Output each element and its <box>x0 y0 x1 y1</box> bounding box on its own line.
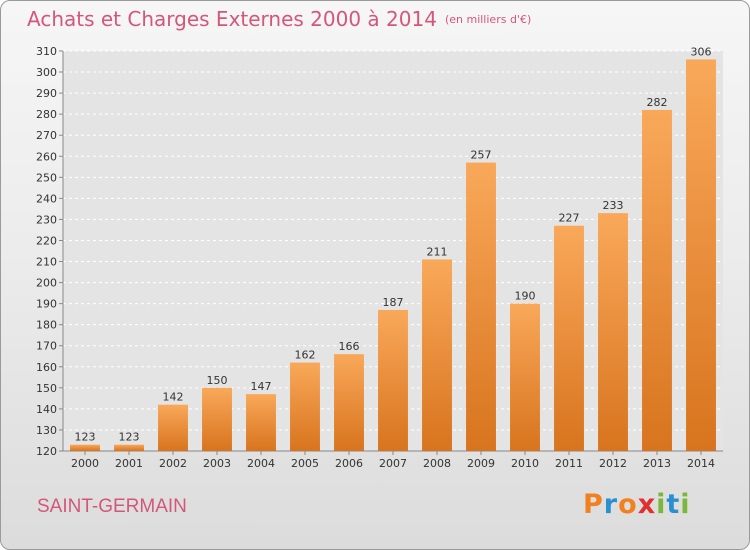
x-tick-label: 2000 <box>71 457 99 470</box>
x-tick-label: 2001 <box>115 457 143 470</box>
y-tick-label: 210 <box>36 256 57 269</box>
data-label: 123 <box>75 431 96 444</box>
y-tick-label: 180 <box>36 319 57 332</box>
x-tick-label: 2008 <box>423 457 451 470</box>
y-tick-label: 240 <box>36 192 57 205</box>
logo-letter: r <box>603 489 619 520</box>
y-tick-label: 260 <box>36 150 57 163</box>
y-tick-label: 310 <box>36 45 57 58</box>
bar <box>686 59 716 451</box>
y-tick-label: 150 <box>36 382 57 395</box>
commune-name: SAINT-GERMAIN <box>37 496 187 517</box>
y-tick-label: 250 <box>36 171 57 184</box>
data-label: 187 <box>383 296 404 309</box>
bar <box>158 404 188 451</box>
y-tick-label: 120 <box>36 445 57 458</box>
data-label: 211 <box>427 245 448 258</box>
x-tick-label: 2012 <box>599 457 627 470</box>
bar <box>202 387 232 451</box>
y-tick-label: 200 <box>36 277 57 290</box>
data-label: 142 <box>163 391 184 404</box>
x-tick-label: 2003 <box>203 457 231 470</box>
y-tick-label: 270 <box>36 129 57 142</box>
bar <box>510 303 540 451</box>
bar <box>334 354 364 451</box>
y-tick-label: 160 <box>36 361 57 374</box>
logo-letter: t <box>666 489 681 520</box>
bar <box>554 225 584 451</box>
x-tick-label: 2007 <box>379 457 407 470</box>
data-label: 233 <box>603 199 624 212</box>
proxiti-logo: Proxiti <box>583 489 691 520</box>
x-tick-label: 2010 <box>511 457 539 470</box>
y-tick-label: 280 <box>36 108 57 121</box>
data-label: 162 <box>295 349 316 362</box>
bar <box>642 109 672 452</box>
chart-title: Achats et Charges Externes 2000 à 2014 (e… <box>27 7 531 31</box>
x-tick-label: 2006 <box>335 457 363 470</box>
logo-letter: o <box>618 489 638 520</box>
data-label: 147 <box>251 380 272 393</box>
logo-letter: i <box>656 489 667 520</box>
bar <box>290 362 320 451</box>
data-label: 257 <box>471 149 492 162</box>
y-tick-label: 300 <box>36 66 57 79</box>
data-label: 282 <box>647 96 668 109</box>
bar <box>466 162 496 451</box>
y-tick-label: 230 <box>36 213 57 226</box>
y-tick-label: 130 <box>36 424 57 437</box>
y-tick-label: 220 <box>36 234 57 247</box>
bar <box>378 309 408 451</box>
x-tick-label: 2004 <box>247 457 275 470</box>
x-tick-label: 2005 <box>291 457 319 470</box>
y-tick-label: 290 <box>36 87 57 100</box>
logo-letter: i <box>680 489 691 520</box>
y-tick-label: 190 <box>36 298 57 311</box>
bar <box>70 444 100 451</box>
x-tick-label: 2002 <box>159 457 187 470</box>
x-tick-label: 2011 <box>555 457 583 470</box>
x-tick-label: 2009 <box>467 457 495 470</box>
bar <box>422 259 452 451</box>
x-tick-label: 2013 <box>643 457 671 470</box>
bar <box>598 213 628 451</box>
data-label: 150 <box>207 374 228 387</box>
logo-letter: P <box>583 489 604 520</box>
y-tick-label: 170 <box>36 340 57 353</box>
data-label: 123 <box>119 431 140 444</box>
data-label: 306 <box>691 45 712 58</box>
chart-subtitle: (en milliers d'€) <box>444 13 532 26</box>
chart-title-text: Achats et Charges Externes 2000 à 2014 <box>27 7 437 31</box>
data-label: 190 <box>515 290 536 303</box>
data-label: 227 <box>559 212 580 225</box>
x-tick-label: 2014 <box>687 457 715 470</box>
data-label: 166 <box>339 340 360 353</box>
bar <box>246 394 276 451</box>
bar <box>114 444 144 451</box>
y-tick-label: 140 <box>36 403 57 416</box>
logo-letter: x <box>637 489 657 520</box>
